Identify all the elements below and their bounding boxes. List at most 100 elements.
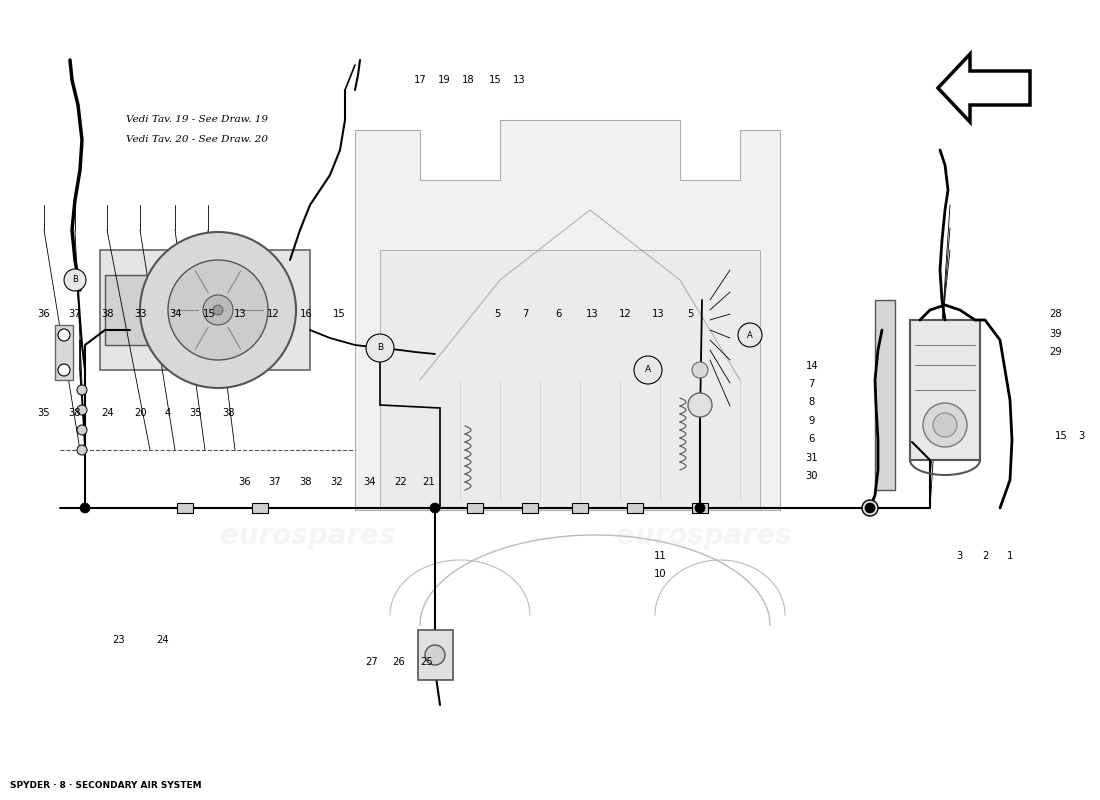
Bar [252, 503, 268, 513]
Text: Vedi Tav. 19 - See Draw. 19: Vedi Tav. 19 - See Draw. 19 [126, 115, 268, 124]
Text: 9: 9 [808, 416, 815, 426]
Text: 13: 13 [513, 75, 526, 85]
Text: 39: 39 [1049, 329, 1063, 338]
Circle shape [933, 413, 957, 437]
Bar [177, 503, 192, 513]
Circle shape [688, 393, 712, 417]
Circle shape [140, 232, 296, 388]
Text: 38: 38 [222, 408, 235, 418]
Text: 5: 5 [688, 310, 694, 319]
Text: 38: 38 [68, 408, 81, 418]
Circle shape [425, 645, 446, 665]
Text: eurospares: eurospares [616, 522, 792, 550]
Text: 19: 19 [438, 75, 451, 85]
Text: Vedi Tav. 20 - See Draw. 20: Vedi Tav. 20 - See Draw. 20 [126, 135, 268, 144]
Text: 15: 15 [202, 310, 216, 319]
Polygon shape [938, 54, 1030, 122]
Bar [55, 325, 73, 380]
Text: 26: 26 [392, 658, 405, 667]
Text: 33: 33 [134, 310, 147, 319]
Text: 15: 15 [332, 310, 345, 319]
Text: 17: 17 [414, 75, 427, 85]
Text: 21: 21 [422, 477, 436, 486]
Text: B: B [377, 343, 383, 353]
Text: 7: 7 [522, 310, 529, 319]
Circle shape [366, 334, 394, 362]
Text: 23: 23 [112, 635, 125, 645]
Text: 37: 37 [268, 477, 282, 486]
Text: 5: 5 [494, 310, 501, 319]
Circle shape [204, 295, 233, 325]
Text: 24: 24 [156, 635, 169, 645]
Text: 34: 34 [363, 477, 376, 486]
Text: 22: 22 [394, 477, 407, 486]
Text: 3: 3 [1078, 431, 1085, 441]
Text: 31: 31 [805, 453, 818, 462]
Bar [468, 503, 483, 513]
Text: 36: 36 [238, 477, 251, 486]
Text: 7: 7 [808, 379, 815, 389]
Text: 38: 38 [101, 310, 114, 319]
Text: 6: 6 [556, 310, 562, 319]
Circle shape [738, 323, 762, 347]
Bar [874, 300, 895, 490]
Text: 13: 13 [585, 310, 598, 319]
Circle shape [58, 364, 70, 376]
Text: 37: 37 [68, 310, 81, 319]
Circle shape [80, 503, 90, 513]
Bar [910, 320, 980, 460]
Text: 28: 28 [1049, 310, 1063, 319]
Text: 27: 27 [365, 658, 378, 667]
Circle shape [77, 425, 87, 435]
Text: 3: 3 [956, 551, 962, 561]
Circle shape [168, 260, 268, 360]
Text: 35: 35 [189, 408, 202, 418]
Text: 12: 12 [266, 310, 279, 319]
Text: A: A [747, 330, 752, 339]
Text: 1: 1 [1006, 551, 1013, 561]
Text: 14: 14 [805, 361, 818, 370]
Text: 36: 36 [37, 310, 51, 319]
Text: 11: 11 [653, 551, 667, 561]
Text: 20: 20 [134, 408, 147, 418]
Text: eurospares: eurospares [220, 522, 396, 550]
Polygon shape [355, 120, 780, 510]
Text: 16: 16 [299, 310, 312, 319]
Bar [522, 503, 538, 513]
Text: 15: 15 [1055, 431, 1068, 441]
Circle shape [430, 503, 440, 513]
Text: 30: 30 [805, 471, 818, 481]
Polygon shape [379, 250, 760, 510]
Text: 18: 18 [462, 75, 475, 85]
Text: 6: 6 [808, 434, 815, 444]
Text: SPYDER · 8 · SECONDARY AIR SYSTEM: SPYDER · 8 · SECONDARY AIR SYSTEM [10, 781, 201, 790]
Text: 24: 24 [101, 408, 114, 418]
Circle shape [692, 362, 708, 378]
Text: 32: 32 [330, 477, 343, 486]
Bar [627, 503, 644, 513]
Circle shape [213, 305, 223, 315]
Text: B: B [73, 275, 78, 285]
Text: 4: 4 [164, 408, 170, 418]
Text: 10: 10 [653, 570, 667, 579]
Text: 12: 12 [618, 310, 631, 319]
Circle shape [58, 329, 70, 341]
Bar [104, 275, 205, 345]
Bar [692, 503, 708, 513]
Text: A: A [645, 366, 651, 374]
Text: 29: 29 [1049, 347, 1063, 357]
Text: 13: 13 [651, 310, 664, 319]
Text: 2: 2 [982, 551, 989, 561]
Circle shape [695, 503, 705, 513]
Circle shape [862, 500, 878, 516]
Text: 8: 8 [808, 398, 815, 407]
Circle shape [77, 445, 87, 455]
Circle shape [77, 385, 87, 395]
Bar [418, 630, 453, 680]
Text: 13: 13 [233, 310, 246, 319]
Circle shape [923, 403, 967, 447]
Text: 25: 25 [420, 658, 433, 667]
Bar [572, 503, 588, 513]
Text: 38: 38 [299, 477, 312, 486]
Text: 15: 15 [488, 75, 502, 85]
